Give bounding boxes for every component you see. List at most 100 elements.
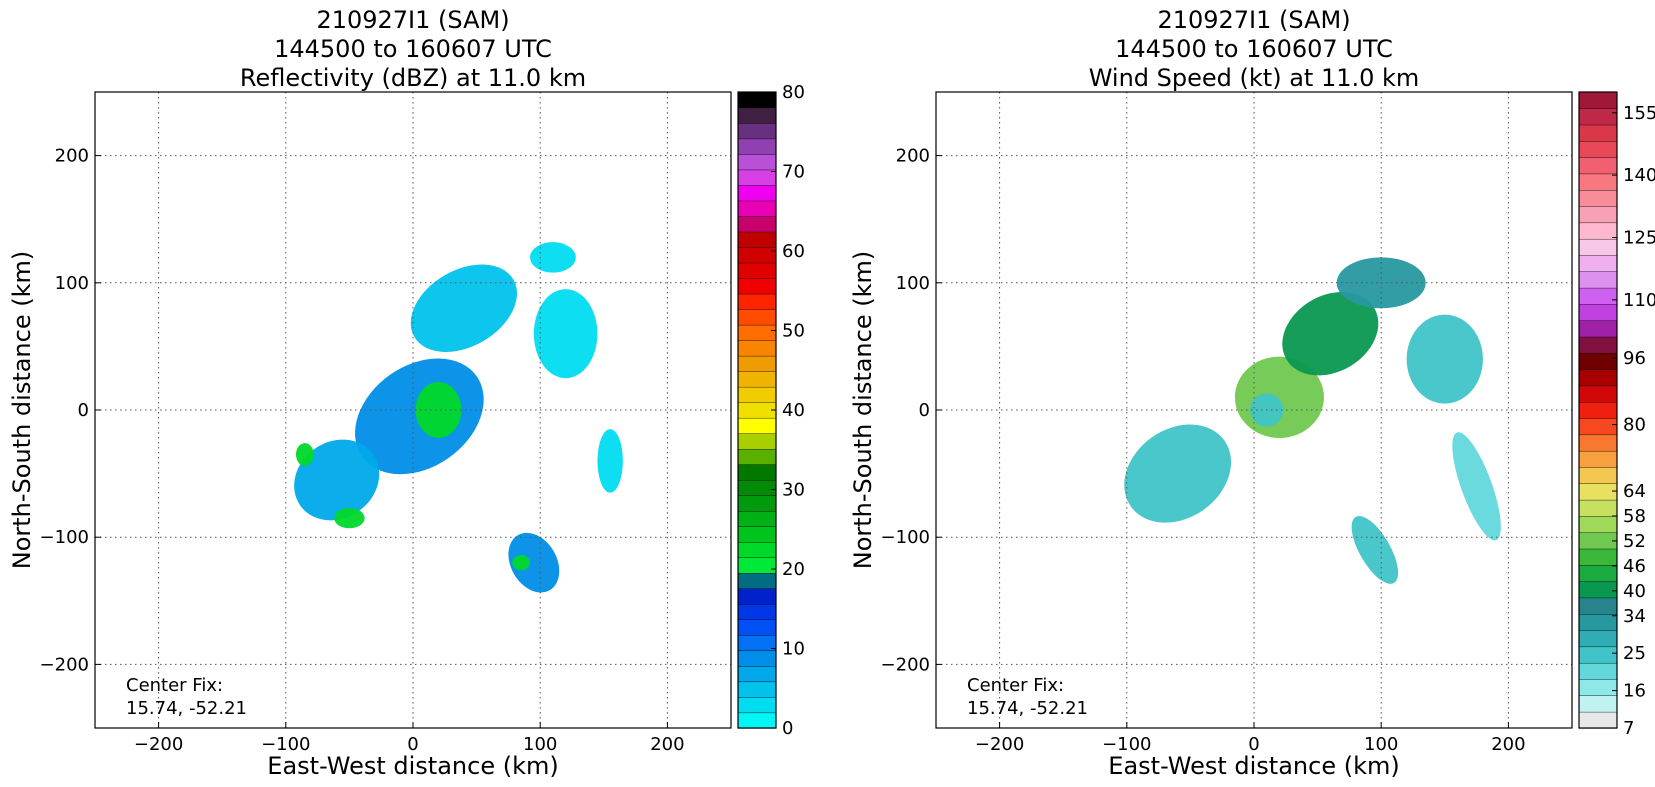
center-fix-label: Center Fix:	[967, 675, 1064, 696]
colorbar-swatch	[737, 572, 777, 589]
colorbar-swatch	[737, 696, 777, 714]
colorbar-tick-label: 155	[1623, 103, 1655, 124]
colorbar-swatch	[1578, 254, 1618, 272]
field-region-10	[512, 555, 531, 571]
field-region-2	[1282, 291, 1379, 376]
wind-speed-field	[1124, 257, 1501, 584]
colorbar-reflectivity: 0 10 20 30 40 50 60 70 80	[737, 82, 805, 739]
colorbar-swatch	[737, 634, 777, 652]
colorbar-swatch	[737, 122, 777, 140]
colorbar-swatch	[1578, 369, 1618, 387]
colorbar-swatch	[737, 231, 777, 248]
colorbar-swatch	[1578, 189, 1618, 207]
field-region-8	[508, 532, 560, 593]
colorbar-swatch	[737, 169, 777, 186]
colorbar-swatch	[737, 603, 777, 621]
colorbar-tick-label: 30	[782, 480, 805, 501]
chart-title-line-3: Wind Speed (kt) at 11.0 km	[1089, 64, 1420, 92]
colorbar-tick-label: 40	[1623, 581, 1646, 602]
field-region-9	[597, 429, 623, 493]
colorbar-swatch	[737, 386, 777, 403]
colorbar-swatch	[737, 107, 777, 124]
colorbar-swatch	[737, 588, 777, 605]
colorbar-swatch	[1578, 613, 1618, 631]
colorbar-swatch	[737, 184, 777, 202]
axis-ticks: −200 −100 0 100 200 −200 −100 0 100 200	[881, 146, 1526, 755]
y-axis-label: North-South distance (km)	[849, 251, 877, 570]
x-axis-label: East-West distance (km)	[1108, 752, 1399, 780]
field-region-1	[294, 439, 380, 521]
chart-title-line-2: 144500 to 160607 UTC	[1115, 35, 1393, 63]
colorbar-tick-label: 60	[782, 241, 805, 262]
colorbar-swatch	[1578, 483, 1618, 501]
colorbar-swatch	[737, 262, 777, 279]
colorbar-swatch	[737, 712, 777, 729]
field-region-3	[533, 289, 598, 379]
colorbar-tick-label: 50	[782, 321, 805, 342]
colorbar-swatch	[1578, 646, 1618, 664]
y-tick-label: −100	[40, 527, 89, 548]
field-region-5	[415, 382, 462, 438]
colorbar-swatch	[737, 355, 777, 372]
colorbar-tick-label: 58	[1623, 506, 1646, 527]
colorbar-swatch	[737, 433, 777, 450]
colorbar-frame	[1578, 91, 1618, 729]
axis-ticks: −200 −100 0 100 200 −200 −100 0 100 200	[40, 146, 685, 755]
x-tick-label: 0	[1248, 734, 1259, 755]
colorbar-swatch	[737, 339, 777, 357]
grid-lines	[95, 92, 731, 728]
colorbar-swatch	[737, 541, 777, 558]
x-tick-label: −200	[134, 734, 183, 755]
colorbar-swatch	[1578, 140, 1618, 158]
y-tick-label: −100	[881, 527, 930, 548]
colorbar-swatch	[1578, 515, 1618, 533]
colorbar-swatch	[737, 464, 777, 481]
x-axis-label: East-West distance (km)	[267, 752, 558, 780]
field-region-2	[410, 264, 517, 352]
chart-title-line-3: Reflectivity (dBZ) at 11.0 km	[240, 64, 586, 92]
colorbar-swatch	[737, 215, 777, 233]
colorbar-swatch	[1578, 385, 1618, 403]
colorbar-swatch	[1578, 662, 1618, 680]
x-tick-label: −100	[1102, 734, 1151, 755]
colorbar-swatch	[1578, 157, 1618, 175]
colorbar-swatch	[737, 448, 777, 465]
y-tick-label: 200	[55, 146, 89, 167]
colorbar-swatch	[1578, 173, 1618, 191]
colorbar-swatch	[1578, 564, 1618, 582]
center-fix-coordinates: 15.74, -52.21	[126, 698, 247, 719]
colorbar-tick-label: 25	[1623, 643, 1646, 664]
colorbar-tick-label: 80	[1623, 415, 1646, 436]
field-region-6	[1351, 516, 1399, 584]
colorbar-tick-label: 40	[782, 400, 805, 421]
colorbar-swatch	[1578, 108, 1618, 126]
y-tick-label: −200	[40, 654, 89, 675]
colorbar-swatch	[737, 665, 777, 683]
colorbar-swatch	[737, 402, 777, 419]
grid-lines	[936, 92, 1572, 728]
colorbar-tick-label: 64	[1623, 481, 1646, 502]
colorbar-swatch	[1578, 711, 1618, 729]
colorbar-swatch	[737, 619, 777, 636]
colorbar-tick-label: 140	[1623, 165, 1655, 186]
colorbar-swatch	[737, 153, 777, 171]
x-tick-label: −100	[261, 734, 310, 755]
field-region-0	[1124, 424, 1232, 523]
colorbar-swatch	[1578, 532, 1618, 550]
colorbar-tick-label: 80	[782, 82, 805, 103]
colorbar-swatch	[737, 293, 777, 310]
colorbar-swatch	[1578, 238, 1618, 256]
colorbar-swatch	[1578, 336, 1618, 354]
colorbar-swatch	[1578, 352, 1618, 370]
y-tick-label: 0	[78, 400, 89, 421]
colorbar-tick-label: 96	[1623, 348, 1646, 369]
reflectivity-panel: 210927I1 (SAM) 144500 to 160607 UTC Refl…	[8, 6, 805, 780]
x-tick-label: 200	[1491, 734, 1525, 755]
colorbar-swatch	[737, 495, 777, 512]
colorbar-swatch	[737, 417, 777, 434]
colorbar-swatch	[1578, 417, 1618, 436]
colorbar-swatch	[1578, 499, 1618, 517]
colorbar-swatch	[737, 246, 777, 264]
colorbar-swatch	[737, 479, 777, 496]
colorbar-swatch	[1578, 629, 1618, 648]
